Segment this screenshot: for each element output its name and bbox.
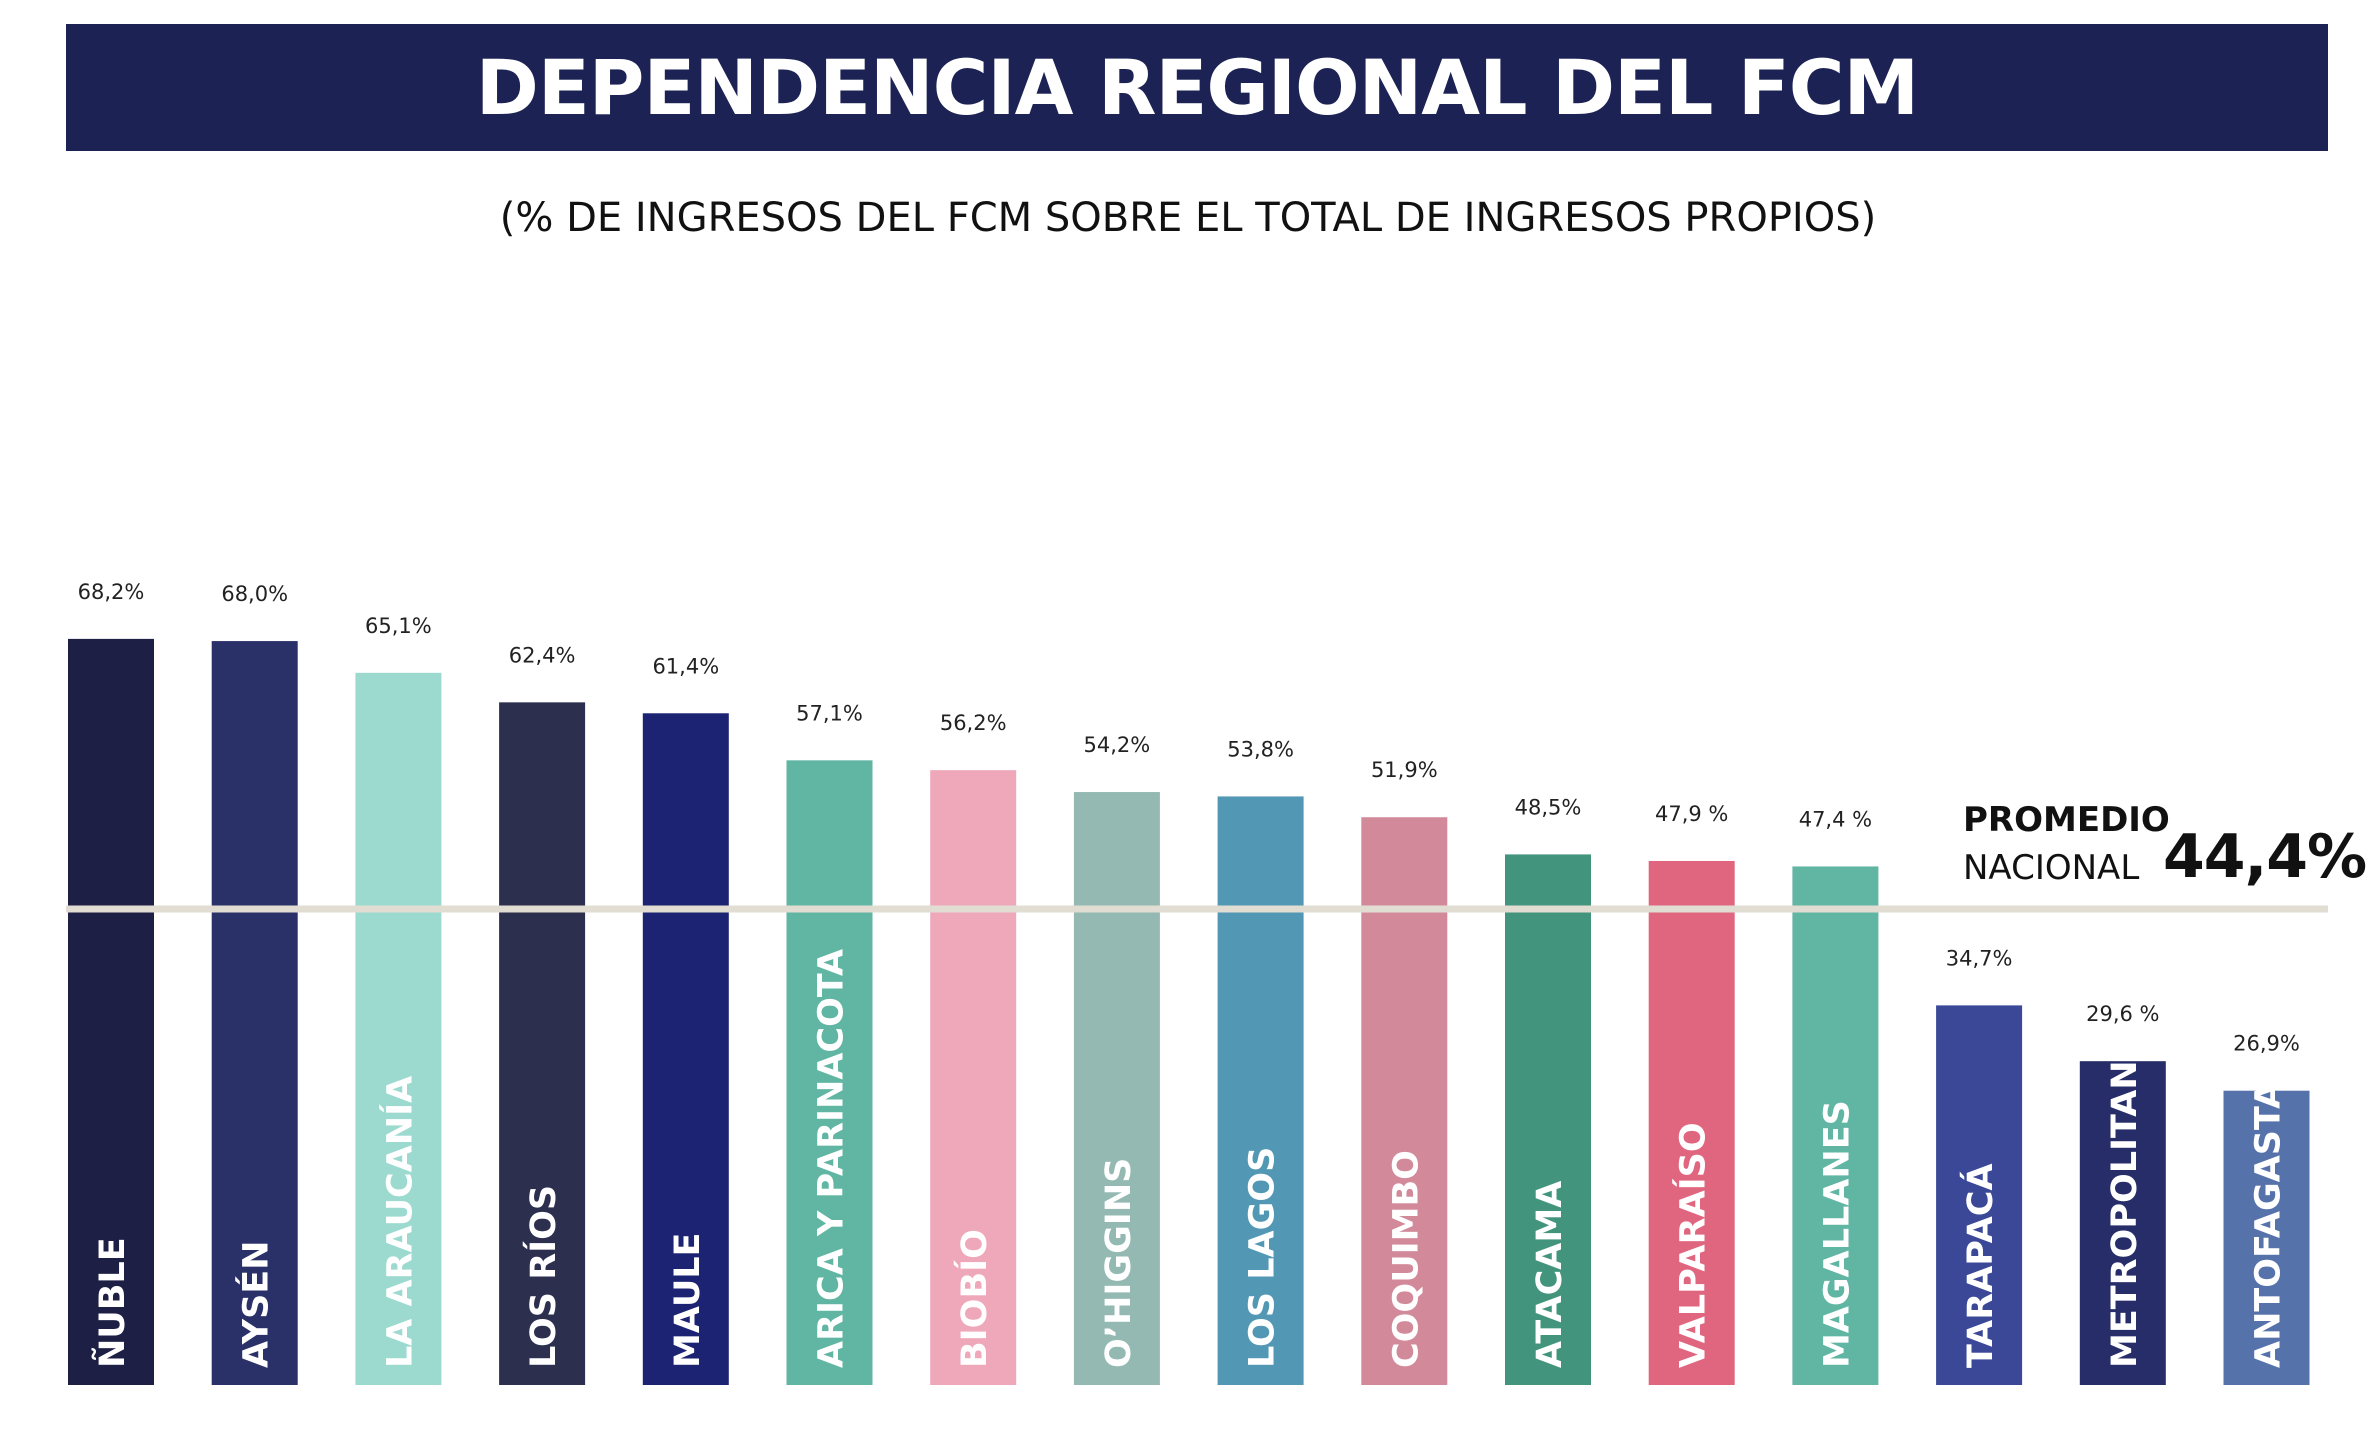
bar [1648,860,1735,1385]
average-label-line2: NACIONAL [1963,848,2140,888]
category-label: ÑUBLE [91,1237,133,1368]
average-value: 44,4% [2163,822,2367,892]
category-label: ANTOFAGASTA [2249,1082,2289,1368]
bar [930,770,1017,1385]
category-label: COQUIMBO [1386,1150,1426,1368]
category-label: TARAPACÁ [1959,1163,2001,1368]
data-label: 57,1% [796,701,863,725]
title-banner: DEPENDENCIA REGIONAL DEL FCM [66,24,2328,151]
bar [355,672,442,1385]
bar [1217,796,1304,1385]
bar [786,760,873,1385]
category-label: ARICA Y PARINACOTA [812,949,852,1368]
data-label: 68,0% [221,582,288,606]
data-label: 26,9% [2233,1032,2300,1056]
category-label: LOS LAGOS [1243,1147,1283,1368]
data-label: 61,4% [652,654,719,678]
category-label: LA ARAUCANÍA [378,1076,420,1368]
bar [1936,1005,2023,1385]
category-label: VALPARAÍSO [1672,1122,1714,1368]
data-label: 34,7% [1946,946,2013,970]
bar [211,641,298,1385]
category-label: ATACAMA [1530,1181,1570,1368]
data-label: 56,2% [940,711,1007,735]
data-label: 65,1% [365,614,432,638]
bar [68,638,154,1385]
bar [2223,1090,2310,1385]
data-label: 68,2% [78,580,145,604]
category-label: MAULE [668,1233,708,1368]
chart-title: DEPENDENCIA REGIONAL DEL FCM [475,43,1919,132]
data-label: 51,9% [1371,758,1438,782]
chart-subtitle: (% DE INGRESOS DEL FCM SOBRE EL TOTAL DE… [499,195,1877,241]
category-label: BIOBÍO [953,1229,995,1368]
category-label: MAGALLANES [1817,1100,1857,1368]
bar [1792,866,1879,1385]
category-label: METROPOLITANA [2105,1033,2145,1368]
data-label: 47,9 % [1655,802,1728,826]
average-label-line1: PROMEDIO [1963,800,2170,840]
category-label: LOS RÍOS [522,1185,564,1368]
bar [499,702,586,1385]
bar [1073,792,1160,1385]
bar [1505,854,1591,1385]
data-label: 47,4 % [1799,807,1872,831]
data-label: 48,5% [1515,795,1582,819]
category-label: O’HIGGINS [1099,1158,1139,1368]
bar [642,713,729,1385]
data-label: 53,8% [1227,737,1294,761]
data-label: 62,4% [509,643,576,667]
data-label: 54,2% [1084,733,1151,757]
bar [2079,1061,2166,1385]
category-label: AYSÉN [235,1241,277,1369]
data-label: 29,6 % [2086,1002,2159,1026]
